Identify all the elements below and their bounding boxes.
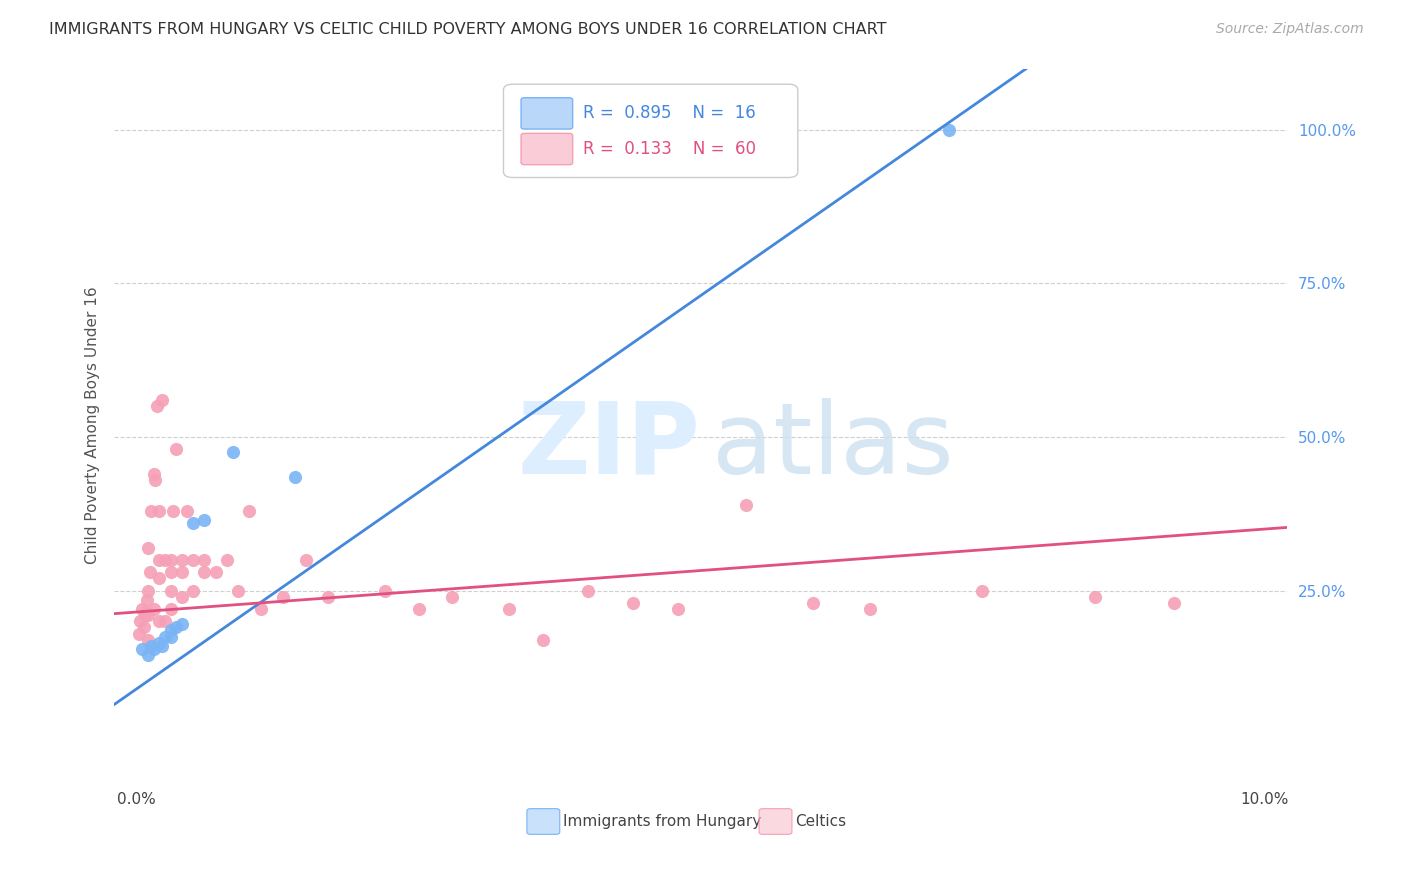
Point [159,565,181,579]
Point [162,504,184,518]
Point [146,399,169,413]
FancyBboxPatch shape [522,133,572,165]
Text: Celtics: Celtics [796,814,846,829]
Point [159,602,181,616]
Point [972,583,994,598]
Point [858,602,880,616]
Point [131,641,153,656]
Point [284,470,307,484]
Point [181,553,204,567]
Point [170,617,193,632]
Point [136,648,159,662]
Point [938,123,960,137]
Point [142,641,165,656]
Point [170,553,193,567]
Point [136,608,159,623]
Point [181,583,204,598]
Text: Immigrants from Hungary: Immigrants from Hungary [564,814,762,829]
Point [136,541,159,555]
Point [135,605,157,619]
Point [193,565,215,579]
Point [148,614,170,628]
Text: ZIP: ZIP [517,398,700,494]
Point [165,442,187,457]
Text: R =  0.133    N =  60: R = 0.133 N = 60 [583,140,756,158]
Point [193,553,215,567]
Text: R =  0.895    N =  16: R = 0.895 N = 16 [583,104,756,122]
Point [148,553,170,567]
Point [159,553,181,567]
Point [131,602,153,616]
Point [148,571,170,585]
Point [215,553,238,567]
Point [1084,590,1107,604]
Point [141,504,163,518]
Point [142,602,165,616]
Point [132,620,155,634]
FancyBboxPatch shape [522,98,572,129]
Point [181,516,204,530]
Point [128,626,150,640]
Point [136,632,159,647]
Point [226,583,249,598]
FancyBboxPatch shape [759,809,792,834]
Point [734,498,756,512]
Point [295,553,318,567]
Text: atlas: atlas [713,398,953,494]
Point [193,513,215,527]
Point [141,639,163,653]
Point [498,602,520,616]
Point [170,590,193,604]
Point [150,393,173,408]
Point [148,504,170,518]
Point [204,565,226,579]
Y-axis label: Child Poverty Among Boys Under 16: Child Poverty Among Boys Under 16 [86,286,100,564]
Point [165,620,187,634]
Point [374,583,396,598]
Point [666,602,689,616]
Point [170,565,193,579]
Point [159,630,181,644]
Point [621,596,644,610]
Point [153,614,176,628]
Point [150,639,173,653]
Point [221,445,243,459]
Point [135,592,157,607]
Point [159,583,181,598]
Point [129,614,152,628]
Point [271,590,294,604]
Text: Source: ZipAtlas.com: Source: ZipAtlas.com [1216,22,1364,37]
Text: IMMIGRANTS FROM HUNGARY VS CELTIC CHILD POVERTY AMONG BOYS UNDER 16 CORRELATION : IMMIGRANTS FROM HUNGARY VS CELTIC CHILD … [49,22,887,37]
Point [441,590,464,604]
Point [153,630,176,644]
Point [801,596,824,610]
Point [1163,596,1185,610]
Point [159,624,181,638]
Point [318,590,340,604]
Point [176,504,198,518]
Point [136,583,159,598]
Point [249,602,271,616]
Point [143,473,166,487]
Point [238,504,260,518]
FancyBboxPatch shape [527,809,560,834]
Point [576,583,599,598]
Point [531,632,554,647]
Point [139,565,162,579]
Point [142,467,165,481]
FancyBboxPatch shape [503,84,797,178]
Point [408,602,430,616]
Point [153,553,176,567]
Point [148,636,170,650]
Point [134,608,156,623]
